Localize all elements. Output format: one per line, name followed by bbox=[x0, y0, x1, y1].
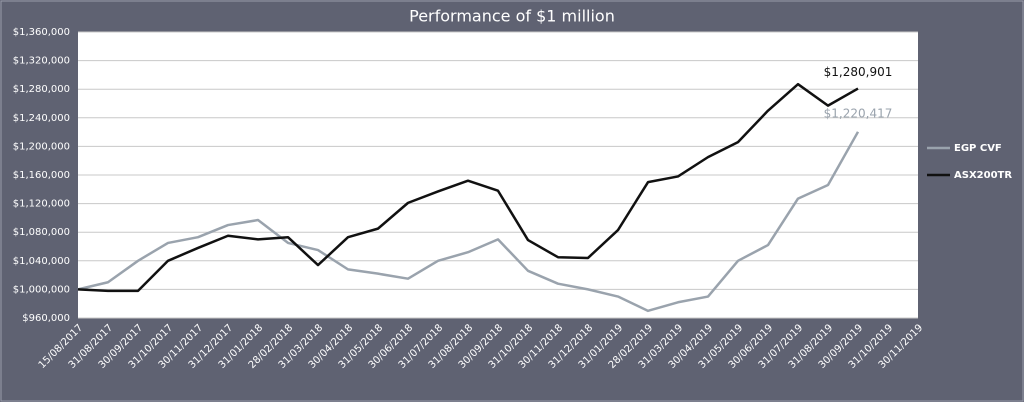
y-tick-label: $1,200,000 bbox=[13, 141, 70, 152]
chart-title: Performance of $1 million bbox=[409, 7, 615, 26]
y-tick-label: $1,280,000 bbox=[13, 84, 70, 95]
legend-label: ASX200TR bbox=[954, 170, 1012, 181]
legend-label: EGP CVF bbox=[954, 143, 1002, 154]
series-line bbox=[77, 131, 860, 313]
data-label: $1,280,901 bbox=[824, 65, 893, 79]
y-tick-label: $1,040,000 bbox=[13, 256, 70, 267]
series-line bbox=[77, 82, 859, 293]
y-tick-label: $960,000 bbox=[22, 313, 70, 324]
y-tick-label: $1,360,000 bbox=[13, 27, 70, 38]
data-label: $1,220,417 bbox=[824, 106, 893, 120]
y-tick-label: $1,080,000 bbox=[13, 227, 70, 238]
y-tick-label: $1,160,000 bbox=[13, 170, 70, 181]
y-tick-label: $1,240,000 bbox=[13, 113, 70, 124]
y-tick-label: $1,000,000 bbox=[13, 284, 70, 295]
y-tick-label: $1,320,000 bbox=[13, 56, 70, 67]
y-tick-label: $1,120,000 bbox=[13, 199, 70, 210]
